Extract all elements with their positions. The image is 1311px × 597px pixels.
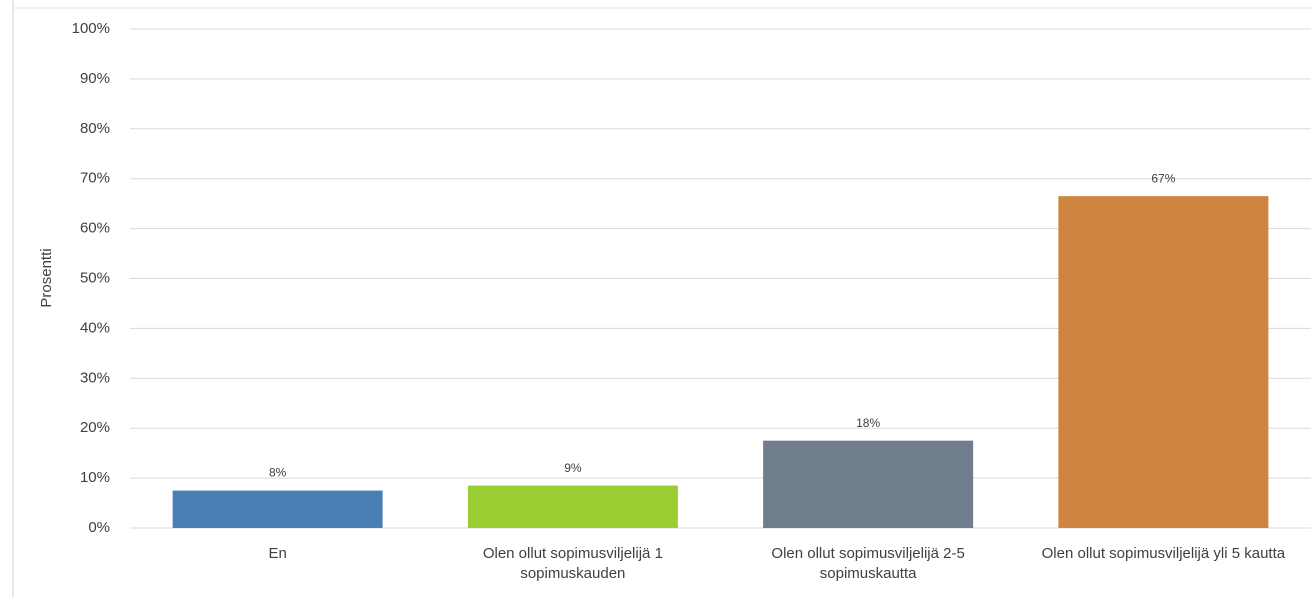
bar bbox=[763, 440, 974, 528]
y-tick-label: 60% bbox=[80, 220, 110, 237]
data-label: 8% bbox=[269, 466, 287, 480]
data-label: 18% bbox=[856, 416, 880, 430]
y-tick-label: 10% bbox=[80, 469, 110, 486]
y-tick-label: 30% bbox=[80, 369, 110, 386]
y-tick-label: 70% bbox=[80, 170, 110, 187]
x-tick-label: Olen ollut sopimusviljelijä 2-5 sopimusk… bbox=[771, 545, 965, 582]
y-tick-label: 50% bbox=[80, 269, 110, 286]
y-axis-label: Prosentti bbox=[38, 248, 55, 307]
x-tick-label: En bbox=[268, 545, 287, 562]
bar bbox=[1058, 196, 1269, 529]
bar bbox=[467, 485, 678, 528]
y-tick-label: 100% bbox=[72, 20, 110, 37]
bar bbox=[172, 490, 383, 528]
x-tick-label: Olen ollut sopimusviljelijä 1 sopimuskau… bbox=[482, 545, 663, 582]
y-tick-label: 80% bbox=[80, 120, 110, 137]
data-label: 67% bbox=[1151, 171, 1175, 185]
x-tick-label: Olen ollut sopimusviljelijä yli 5 kautta bbox=[1041, 545, 1286, 562]
y-tick-label: 40% bbox=[80, 319, 110, 336]
y-tick-label: 90% bbox=[80, 70, 110, 87]
y-tick-label: 0% bbox=[88, 519, 110, 536]
y-tick-label: 20% bbox=[80, 419, 110, 436]
data-label: 9% bbox=[564, 461, 582, 475]
